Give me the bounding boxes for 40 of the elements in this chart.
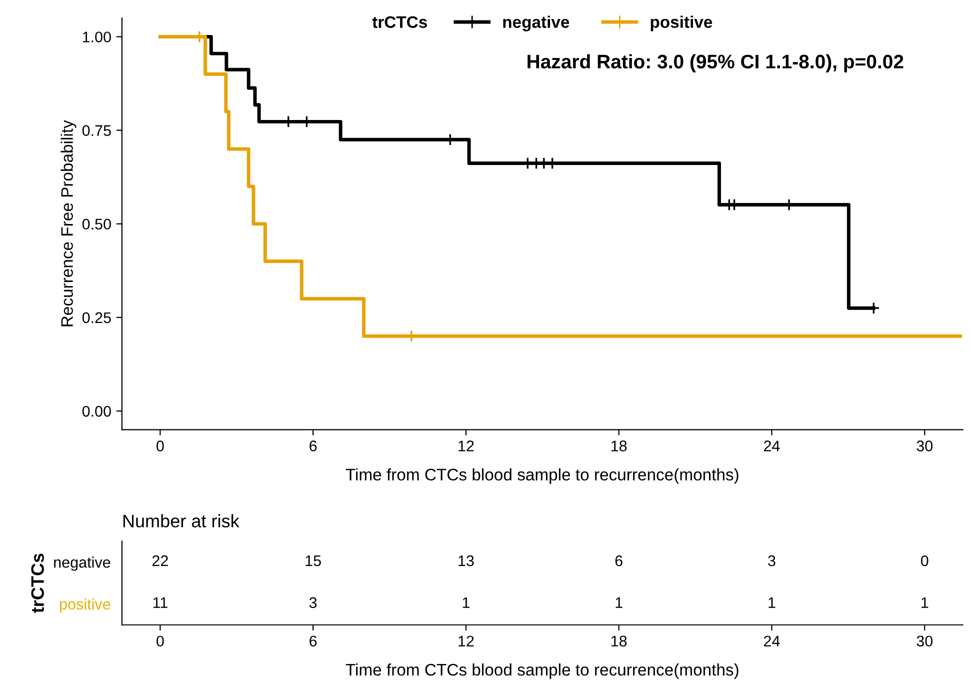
annotation: Hazard Ratio: 3.0 (95% CI 1.1-8.0), p=0.02 <box>528 54 904 72</box>
y-axis-title: Recurrence Free Probability <box>60 120 76 326</box>
x-tick-label: 12 <box>458 440 474 452</box>
x-tick-label: 24 <box>764 440 780 452</box>
data-label: 22 <box>152 555 168 566</box>
y-tick-label: positive <box>60 598 110 613</box>
data-label: 0 <box>920 555 928 566</box>
legend-label: negative <box>503 16 570 32</box>
data-label: 3 <box>309 597 317 608</box>
legend-label: positive <box>650 16 712 32</box>
y-axis-title: trCTCs <box>31 554 44 613</box>
y-tick-label: 0.75 <box>82 125 111 136</box>
x-tick-label: 30 <box>916 636 933 647</box>
x-tick-label: 30 <box>916 440 933 452</box>
data-label: 3 <box>768 555 776 566</box>
y-tick-label: 1.00 <box>82 32 111 42</box>
chart-title: Number at risk <box>123 514 240 528</box>
data-label: 1 <box>922 597 928 608</box>
legend-title: trCTCs <box>372 16 427 28</box>
x-tick-label: 6 <box>310 440 317 452</box>
y-tick-label: 0.25 <box>82 312 111 324</box>
x-tick-label: 18 <box>612 636 627 647</box>
x-tick-label: 0 <box>156 636 164 647</box>
x-tick-label: 12 <box>458 636 474 646</box>
x-axis-title: Time from CTCs blood sample to recurrence(months) <box>346 663 738 679</box>
y-tick-label: negative <box>54 556 110 571</box>
x-tick-label: 0 <box>156 440 164 452</box>
data-label: 1 <box>768 597 776 608</box>
x-axis-title: Time from CTCs blood sample to recurrence(months) <box>346 468 738 484</box>
data-label: 13 <box>458 555 474 566</box>
y-tick-label: 0.00 <box>82 406 111 417</box>
x-tick-label: 24 <box>764 636 780 646</box>
data-label: 11 <box>153 597 168 608</box>
data-label: 1 <box>616 597 622 608</box>
data-label: 1 <box>462 597 470 608</box>
x-tick-label: 6 <box>310 636 317 647</box>
data-label: 6 <box>615 555 622 566</box>
y-tick-label: 0.50 <box>82 218 111 230</box>
data-label: 15 <box>306 556 321 566</box>
x-tick-label: 18 <box>612 440 627 452</box>
